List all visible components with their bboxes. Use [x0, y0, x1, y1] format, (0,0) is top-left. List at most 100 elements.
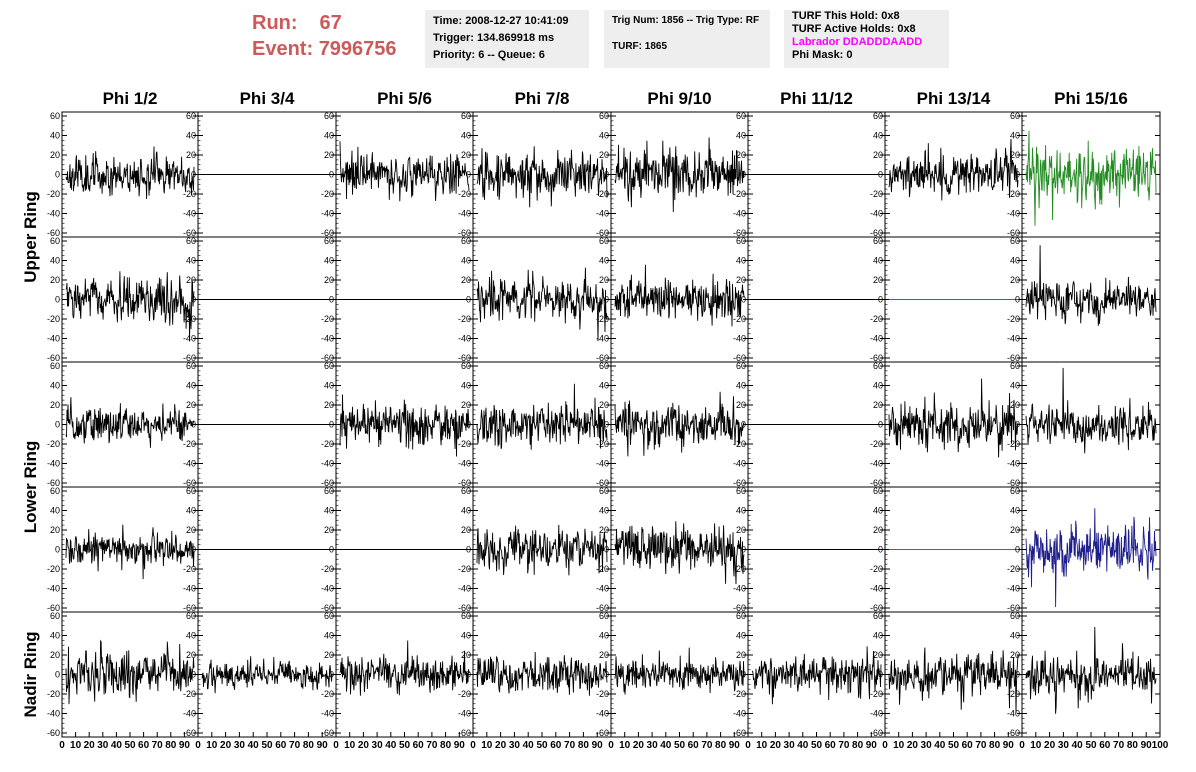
y-tick-label-r4-c5-2: 20 — [736, 650, 746, 660]
y-tick-label-r0-c3-2: 20 — [461, 150, 471, 160]
y-tick-label-r1-c4-0: 60 — [599, 236, 609, 246]
y-tick-label-r3-c0-6: -60 — [47, 603, 60, 613]
y-tick-label-r2-c6-2: 20 — [873, 400, 883, 410]
x-tick-label-c2-7: 70 — [426, 740, 438, 751]
x-tick-label-c6-2: 20 — [907, 740, 919, 751]
y-tick-label-r2-c2-3: 0 — [329, 420, 334, 430]
y-tick-label-r1-c1-4: -20 — [183, 314, 196, 324]
y-tick-label-r1-c5-1: 40 — [736, 256, 746, 266]
y-tick-label-r4-c1-3: 0 — [191, 670, 196, 680]
y-tick-label-r0-c5-2: 20 — [736, 150, 746, 160]
x-tick-label-c4-4: 40 — [660, 740, 672, 751]
y-tick-label-r0-c1-6: -60 — [183, 228, 196, 238]
y-tick-label-r0-c4-1: 40 — [599, 131, 609, 141]
waveform-r0-c6 — [888, 138, 1019, 201]
y-tick-label-r4-c2-1: 40 — [324, 631, 334, 641]
waveform-r4-c1 — [201, 656, 333, 694]
x-tick-label-c7-10: 100 — [1152, 740, 1169, 751]
y-tick-label-r1-c0-6: -60 — [47, 353, 60, 363]
trigger-text: Trigger: 134.869918 ms — [433, 32, 555, 44]
y-tick-label-r2-c4-0: 60 — [599, 361, 609, 371]
y-tick-label-r0-c1-4: -20 — [183, 189, 196, 199]
y-tick-label-r0-c6-4: -20 — [870, 189, 883, 199]
y-tick-label-r1-c3-4: -20 — [458, 314, 471, 324]
y-tick-label-r1-c5-6: -60 — [733, 353, 746, 363]
y-tick-label-r3-c1-5: -40 — [183, 584, 196, 594]
column-header-5: Phi 9/10 — [647, 89, 711, 108]
y-tick-label-r4-c6-5: -40 — [870, 709, 883, 719]
y-tick-label-r2-c7-2: 20 — [1010, 400, 1020, 410]
y-tick-label-r1-c5-2: 20 — [736, 275, 746, 285]
y-tick-label-r1-c6-3: 0 — [878, 295, 883, 305]
y-tick-label-r1-c4-1: 40 — [599, 256, 609, 266]
waveform-r2-c2 — [339, 394, 470, 457]
y-tick-label-r2-c4-3: 0 — [604, 420, 609, 430]
y-tick-label-r4-c0-2: 20 — [50, 650, 60, 660]
x-tick-label-c0-0: 0 — [59, 740, 65, 751]
labrador-text: Labrador DDADDDAADD — [792, 36, 923, 48]
run-line: Run: 67 — [252, 10, 417, 36]
x-tick-label-c5-5: 50 — [811, 740, 823, 751]
y-tick-label-r3-c0-0: 60 — [50, 486, 60, 496]
y-tick-label-r1-c4-2: 20 — [599, 275, 609, 285]
x-tick-label-c3-8: 80 — [578, 740, 590, 751]
y-tick-label-r0-c3-6: -60 — [458, 228, 471, 238]
y-tick-label-r2-c3-0: 60 — [461, 361, 471, 371]
y-tick-label-r2-c4-2: 20 — [599, 400, 609, 410]
y-tick-label-r1-c0-5: -40 — [47, 334, 60, 344]
y-tick-label-r0-c7-2: 20 — [1010, 150, 1020, 160]
y-tick-label-r0-c1-0: 60 — [186, 111, 196, 121]
y-tick-label-r2-c0-0: 60 — [50, 361, 60, 371]
y-tick-label-r3-c2-2: 20 — [324, 525, 334, 535]
y-tick-label-r3-c2-1: 40 — [324, 506, 334, 516]
y-tick-label-r2-c2-6: -60 — [321, 478, 334, 488]
y-tick-label-r1-c7-2: 20 — [1010, 275, 1020, 285]
y-tick-label-r4-c7-3: 0 — [1015, 670, 1020, 680]
y-tick-label-r3-c0-5: -40 — [47, 584, 60, 594]
y-tick-label-r4-c0-3: 0 — [55, 670, 60, 680]
y-tick-label-r4-c2-0: 60 — [324, 611, 334, 621]
y-tick-label-r4-c4-3: 0 — [604, 670, 609, 680]
x-tick-label-c2-8: 80 — [440, 740, 452, 751]
waveform-r0-c7 — [1025, 130, 1157, 226]
x-tick-label-c1-2: 20 — [220, 740, 232, 751]
y-tick-label-r2-c7-4: -20 — [1007, 439, 1020, 449]
y-tick-label-r3-c2-4: -20 — [321, 564, 334, 574]
y-tick-label-r4-c6-6: -60 — [870, 728, 883, 738]
y-tick-label-r1-c6-1: 40 — [873, 256, 883, 266]
x-tick-label-c2-4: 40 — [385, 740, 397, 751]
y-tick-label-r3-c6-6: -60 — [870, 603, 883, 613]
y-tick-label-r3-c4-1: 40 — [599, 506, 609, 516]
y-tick-label-r4-c4-0: 60 — [599, 611, 609, 621]
y-tick-label-r3-c3-5: -40 — [458, 584, 471, 594]
y-tick-label-r3-c5-3: 0 — [741, 545, 746, 555]
time-text: Time: 2008-12-27 10:41:09 — [433, 15, 569, 27]
y-tick-label-r0-c3-4: -20 — [458, 189, 471, 199]
x-tick-label-c6-5: 50 — [948, 740, 960, 751]
y-tick-label-r3-c7-1: 40 — [1010, 506, 1020, 516]
waveform-r2-c0 — [65, 397, 195, 448]
x-tick-label-c6-0: 0 — [882, 740, 888, 751]
y-tick-label-r1-c5-3: 0 — [741, 295, 746, 305]
y-tick-label-r4-c5-5: -40 — [733, 709, 746, 719]
y-tick-label-r4-c3-5: -40 — [458, 709, 471, 719]
y-tick-label-r2-c2-2: 20 — [324, 400, 334, 410]
x-tick-label-c7-2: 20 — [1044, 740, 1056, 751]
y-tick-label-r2-c4-1: 40 — [599, 381, 609, 391]
y-tick-label-r3-c2-3: 0 — [329, 545, 334, 555]
x-tick-label-c4-6: 60 — [688, 740, 700, 751]
y-tick-label-r2-c7-3: 0 — [1015, 420, 1020, 430]
y-tick-label-r1-c7-5: -40 — [1007, 334, 1020, 344]
y-tick-label-r0-c6-5: -40 — [870, 209, 883, 219]
row-group-label-1: Upper Ring — [21, 191, 40, 283]
y-tick-label-r0-c4-0: 60 — [599, 111, 609, 121]
y-tick-label-r0-c0-4: -20 — [47, 189, 60, 199]
y-tick-label-r2-c3-5: -40 — [458, 459, 471, 469]
y-tick-label-r0-c1-2: 20 — [186, 150, 196, 160]
panel-frame-r4-c1 — [197, 611, 337, 738]
y-tick-label-r2-c1-3: 0 — [191, 420, 196, 430]
column-header-2: Phi 3/4 — [240, 89, 295, 108]
y-tick-label-r4-c2-2: 20 — [324, 650, 334, 660]
y-tick-label-r3-c4-4: -20 — [596, 564, 609, 574]
x-tick-label-c0-8: 80 — [165, 740, 177, 751]
